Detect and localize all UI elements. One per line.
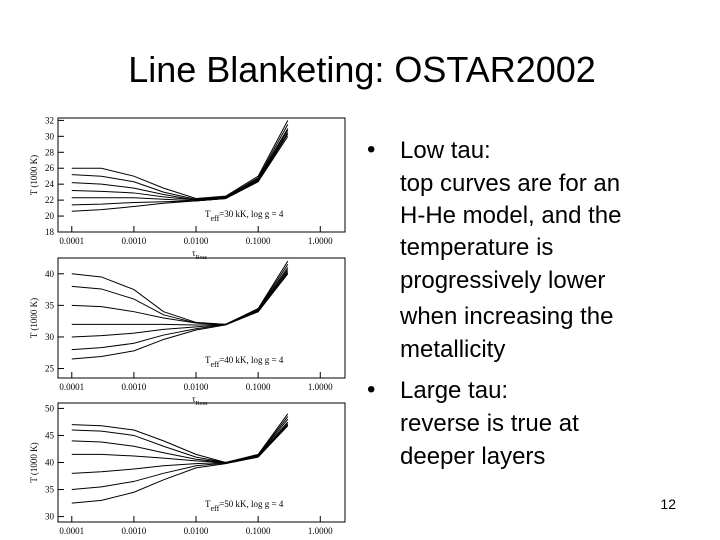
temperature-curve: [71, 273, 289, 360]
bullet-text: metallicity: [400, 336, 505, 363]
bullet-text: Low tau:: [400, 137, 491, 164]
x-tick-label: 0.0010: [122, 526, 147, 536]
x-label-sub: Ross: [196, 401, 208, 407]
x-tick-label: 0.0100: [184, 236, 209, 246]
y-tick-label: 30: [45, 131, 55, 141]
x-tick-label: 0.0010: [122, 382, 147, 392]
y-tick-label: 22: [45, 195, 54, 205]
bullet-text: when increasing the: [399, 303, 613, 330]
y-tick-label: 40: [45, 269, 55, 279]
x-tick-label: 1.0000: [308, 526, 333, 536]
temperature-curve: [71, 270, 289, 338]
annotation: Teff=50 kK, log g = 4: [205, 499, 284, 513]
temperature-curve: [71, 129, 289, 201]
annotation: Teff=30 kK, log g = 4: [205, 209, 284, 223]
temperature-curve: [71, 425, 289, 504]
temperature-curve: [71, 120, 289, 200]
plot-panel: 25 30 35 40 0.0001 0.0010 0.0100 0.1000 1.0000 T …: [29, 257, 346, 407]
x-tick-label: 0.0001: [59, 236, 84, 246]
annotation-sub: eff: [211, 214, 220, 223]
temperature-curve: [71, 423, 289, 474]
bullet-marker: •: [367, 376, 375, 403]
x-tick-label: 0.1000: [246, 526, 271, 536]
temperature-curve: [71, 136, 289, 212]
annotation-symbol: T: [205, 355, 211, 365]
y-tick-label: 25: [45, 364, 55, 374]
x-tick-label: 0.1000: [246, 382, 271, 392]
x-tick-label: 1.0000: [308, 236, 333, 246]
y-tick-label: 35: [45, 485, 55, 495]
y-tick-label: 32: [45, 115, 54, 125]
bullet-marker: •: [367, 136, 375, 163]
y-tick-label: 18: [45, 227, 55, 237]
x-tick-label: 0.0001: [59, 526, 84, 536]
x-label-symbol: τ: [192, 248, 196, 258]
annotation-rest: =30 kK, log g = 4: [219, 209, 284, 219]
bullet-text: reverse is true at: [400, 410, 579, 437]
x-tick-label: 0.0010: [122, 236, 147, 246]
temperature-curve: [71, 260, 289, 325]
y-axis-label: T (1000 K): [29, 298, 39, 338]
x-axis-label: τRoss: [192, 248, 208, 261]
page-number: 12: [660, 496, 676, 512]
y-tick-label: 24: [45, 179, 55, 189]
slide-title: Line Blanketing: OSTAR2002: [128, 49, 596, 90]
y-tick-label: 28: [45, 147, 55, 157]
plot-frame: [57, 402, 346, 523]
temperature-curve: [71, 424, 289, 491]
y-tick-label: 35: [45, 300, 55, 310]
bullet-text: H-He model, and the: [400, 202, 621, 229]
x-tick-label: 0.0001: [59, 382, 84, 392]
y-tick-label: 50: [45, 403, 55, 413]
annotation: Teff=40 kK, log g = 4: [205, 355, 284, 369]
bullet-text: temperature is: [400, 234, 553, 261]
temperature-curve: [71, 132, 289, 202]
bullet-list: • Low tau: top curves are for an H-He model…: [367, 136, 621, 470]
annotation-sub: eff: [211, 360, 220, 369]
y-tick-label: 20: [45, 211, 55, 221]
bullet-text: progressively lower: [400, 267, 605, 294]
plot-panel: 30 35 40 45 50 0.0001 0.0010 0.0100 0.1000 1.0000…: [29, 402, 346, 540]
annotation-sub: eff: [211, 504, 220, 513]
x-tick-label: 1.0000: [308, 382, 333, 392]
y-tick-label: 40: [45, 458, 55, 468]
plot-frame: [57, 257, 346, 379]
x-axis-label: τRoss: [192, 394, 208, 407]
annotation-rest: =40 kK, log g = 4: [219, 355, 284, 365]
temperature-curve: [71, 267, 289, 325]
y-tick-label: 30: [45, 512, 55, 522]
x-tick-label: 0.0100: [184, 382, 209, 392]
x-axis-label: τRoss: [192, 538, 208, 540]
bullet-text: Large tau:: [400, 377, 508, 404]
y-axis-label: T (1000 K): [29, 442, 39, 482]
y-axis-label: T (1000 K): [29, 155, 39, 195]
x-tick-label: 0.1000: [246, 236, 271, 246]
temperature-curve: [71, 133, 289, 206]
x-tick-label: 0.0100: [184, 526, 209, 536]
bullet-text: deeper layers: [400, 443, 545, 470]
x-label-symbol: τ: [192, 538, 196, 540]
plot-frame: [57, 117, 346, 233]
x-label-symbol: τ: [192, 394, 196, 404]
annotation-rest: =50 kK, log g = 4: [219, 499, 284, 509]
bullet-text: top curves are for an: [400, 170, 620, 197]
y-tick-label: 30: [45, 332, 55, 342]
temperature-curve: [71, 128, 289, 201]
temperature-curve: [71, 124, 289, 200]
annotation-symbol: T: [205, 499, 211, 509]
y-tick-label: 26: [45, 163, 55, 173]
plot-panel: 18 20 22 24 26 28 30 32 0.0001 0.0010 0.0100 0.1000…: [29, 115, 346, 261]
y-tick-label: 45: [45, 430, 55, 440]
annotation-symbol: T: [205, 209, 211, 219]
temperature-curve: [71, 264, 289, 325]
